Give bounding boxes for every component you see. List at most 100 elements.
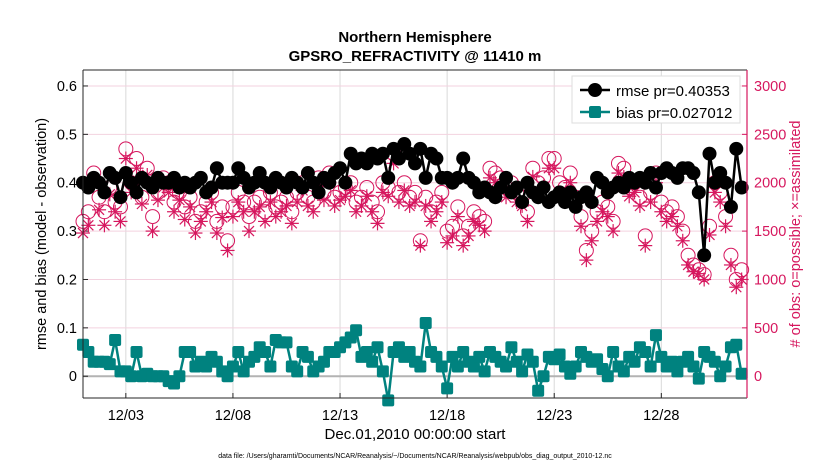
assimilated-obs-marker <box>445 228 460 243</box>
asterisk-stroke <box>259 215 271 227</box>
asterisk-stroke <box>243 225 255 237</box>
assimilated-obs-marker <box>434 195 449 210</box>
asterisk-stroke <box>639 240 651 252</box>
rmse-point <box>97 185 112 200</box>
asterisk-stroke <box>522 215 533 227</box>
bias-point <box>371 341 384 354</box>
y-right-tick-label: 1000 <box>754 272 786 288</box>
rmse-point <box>509 180 524 195</box>
rmse-point <box>311 185 326 200</box>
assimilated-obs-marker <box>193 214 208 229</box>
assimilated-obs-marker <box>584 233 599 248</box>
asterisk-stroke <box>179 214 191 225</box>
y-tick-label: 0.6 <box>57 79 77 95</box>
rmse-point <box>113 190 128 205</box>
assimilated-obs-marker <box>665 209 680 224</box>
legend-bias-marker <box>589 106 601 118</box>
bias-point <box>291 365 304 378</box>
assimilated-obs-marker <box>413 238 428 253</box>
asterisk-stroke <box>548 162 560 174</box>
assimilated-obs-marker <box>279 198 294 213</box>
bias-point <box>666 355 679 368</box>
bias-point <box>173 370 186 383</box>
asterisk-stroke <box>227 211 239 223</box>
assimilated-obs-marker <box>734 272 749 287</box>
bias-point <box>473 350 486 363</box>
rmse-point <box>413 141 428 156</box>
asterisk-stroke <box>693 268 705 280</box>
bias-point <box>350 324 363 337</box>
assimilated-obs-marker <box>477 224 492 239</box>
y-tick-label: 0.2 <box>57 272 77 288</box>
assimilated-obs-marker <box>172 193 187 208</box>
assimilated-obs-marker <box>81 218 96 233</box>
assimilated-obs-marker <box>723 257 738 272</box>
assimilated-obs-marker <box>654 204 669 219</box>
asterisk-stroke <box>564 177 576 189</box>
asterisk-stroke <box>575 220 587 232</box>
assimilated-obs-marker <box>606 224 621 239</box>
asterisk-stroke <box>607 225 619 237</box>
bias-point <box>414 360 427 373</box>
rmse-point <box>108 170 123 185</box>
asterisk-stroke <box>168 206 180 218</box>
asterisk-stroke <box>147 225 159 237</box>
asterisk-stroke <box>596 206 608 218</box>
asterisk-stroke <box>184 201 196 213</box>
bias-point <box>628 355 641 368</box>
asterisk-stroke <box>93 204 105 216</box>
assimilated-obs-marker <box>520 214 535 229</box>
asterisk-stroke <box>613 167 624 179</box>
asterisk-stroke <box>671 220 683 232</box>
bias-point <box>392 341 405 354</box>
assimilated-obs-marker <box>252 199 267 214</box>
bias-point <box>451 360 464 373</box>
asterisk-stroke <box>655 206 667 218</box>
asterisk-stroke <box>420 200 432 212</box>
rmse-point <box>686 166 701 181</box>
rmse-point <box>563 185 578 200</box>
asterisk-stroke <box>264 196 276 208</box>
asterisk-stroke <box>131 162 142 174</box>
asterisk-stroke <box>430 206 442 218</box>
x-tick-label: 12/28 <box>643 408 679 424</box>
assimilated-obs-marker <box>632 198 647 213</box>
asterisk-stroke <box>356 200 367 212</box>
rmse-point <box>381 170 396 185</box>
bias-point <box>730 338 743 351</box>
asterisk-stroke <box>291 196 303 208</box>
bias-point <box>248 350 261 363</box>
assimilated-obs-marker <box>418 198 433 213</box>
asterisk-stroke <box>479 225 491 237</box>
legend: rmse pr=0.40353 bias pr=0.027012 <box>571 75 741 124</box>
asterisk-stroke <box>629 186 640 198</box>
assimilated-obs-marker <box>306 204 321 219</box>
assimilated-obs-marker <box>729 280 744 295</box>
asterisk-stroke <box>591 215 603 227</box>
asterisk-stroke <box>425 215 437 227</box>
asterisk-stroke <box>409 196 421 208</box>
bias-point <box>500 360 513 373</box>
assimilated-obs-marker <box>177 212 192 227</box>
assimilated-obs-marker <box>225 209 240 224</box>
assimilated-obs-marker <box>461 228 476 243</box>
y-tick-label: 0.4 <box>57 176 77 192</box>
asterisk-stroke <box>436 196 448 208</box>
bias-point <box>264 360 277 373</box>
bias-point <box>553 348 566 361</box>
assimilated-obs-marker <box>220 243 235 258</box>
asterisk-stroke <box>222 245 234 256</box>
asterisk-stroke <box>345 185 357 196</box>
assimilated-obs-marker <box>209 226 224 241</box>
asterisk-stroke <box>698 274 710 285</box>
bias-point <box>130 346 143 359</box>
asterisk-stroke <box>468 215 480 227</box>
bias-point <box>446 350 459 363</box>
assimilated-obs-marker <box>681 257 696 272</box>
asterisk-stroke <box>372 217 383 229</box>
rmse-point <box>204 180 219 195</box>
bias-point <box>430 350 443 363</box>
bias-point <box>617 365 630 378</box>
assimilated-obs-marker <box>145 224 160 239</box>
assimilated-obs-marker <box>354 198 369 213</box>
